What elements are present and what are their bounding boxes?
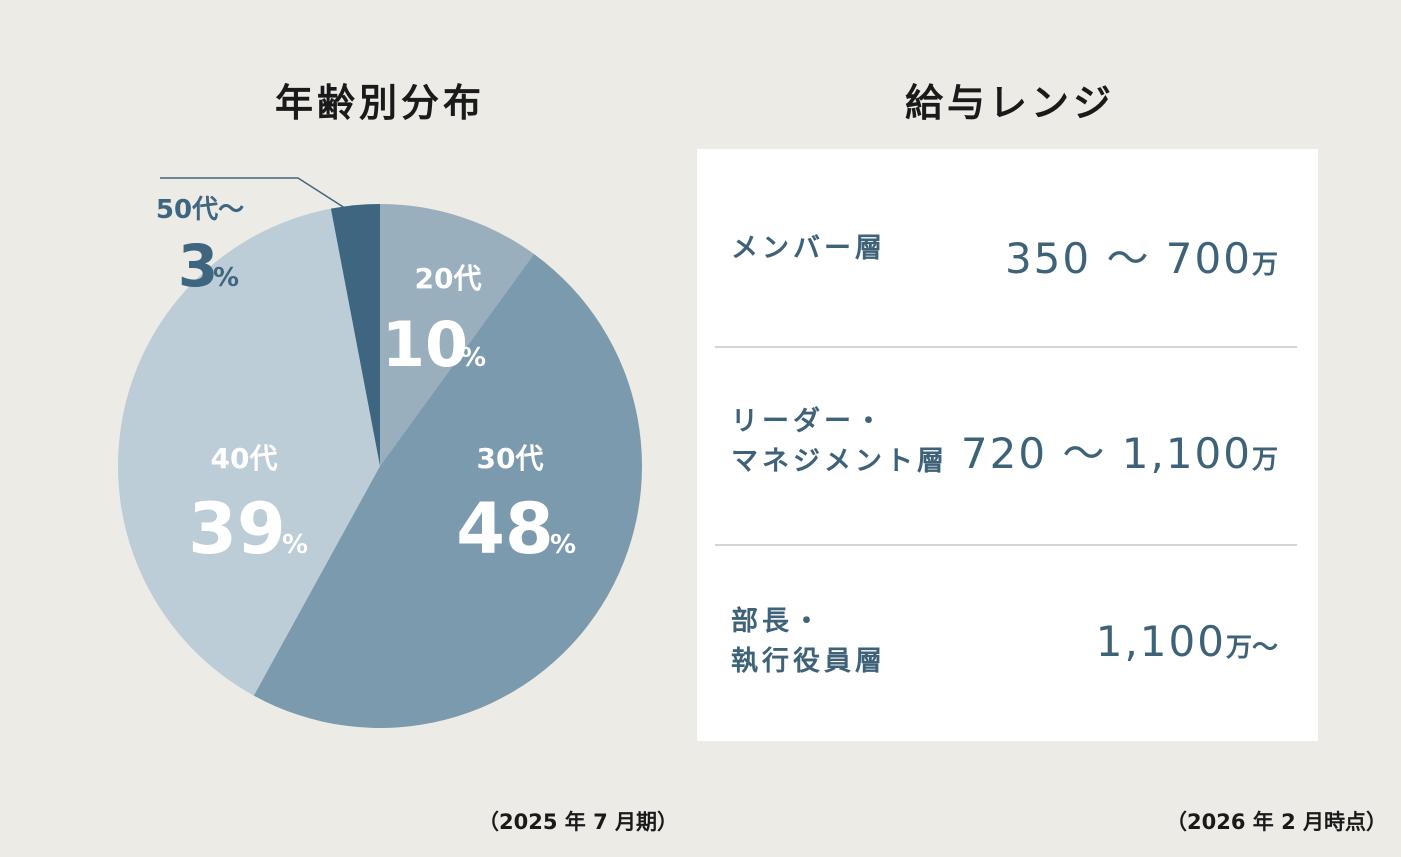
salary-range-number: 350 ～ 700 xyxy=(1004,234,1252,283)
salary-range-title: 給与レンジ xyxy=(904,81,1115,125)
slice-percent-value: 39 xyxy=(188,488,285,570)
salary-row-label: リーダー・ マネジメント層 xyxy=(731,402,948,482)
slice-percent-value: 3 xyxy=(178,232,218,300)
age-distribution-title: 年齢別分布 xyxy=(274,81,485,125)
row-divider xyxy=(715,544,1297,546)
salary-row-label-line: 部長・ xyxy=(731,606,824,637)
salary-row-value: 720 ～ 1,100万 xyxy=(961,420,1278,481)
percent-symbol: % xyxy=(460,343,486,373)
pie-slice-1 xyxy=(380,204,534,466)
salary-range-number: 1,100 xyxy=(1095,617,1226,666)
salary-unit: 万 xyxy=(1251,250,1278,280)
salary-row-label-line: メンバー層 xyxy=(731,233,886,264)
slice-category-label: 20代 xyxy=(415,262,482,295)
slice-percent-value: 48 xyxy=(456,488,553,570)
leader-line xyxy=(160,177,349,211)
slice-category-label: 30代 xyxy=(477,442,544,475)
percent-symbol: % xyxy=(282,530,308,560)
salary-row-label-line: マネジメント層 xyxy=(731,446,948,477)
salary-row-label-line: 執行役員層 xyxy=(731,646,886,677)
pie-slice-2 xyxy=(253,254,643,729)
salary-table: メンバー層 350 ～ 700万 リーダー・ マネジメント層 720 ～ 1,1… xyxy=(697,149,1318,741)
salary-row-executive: 部長・ 執行役員層 1,100万～ xyxy=(697,545,1318,741)
salary-row-label-line: リーダー・ xyxy=(731,406,886,437)
percent-symbol: % xyxy=(213,263,239,293)
salary-row-label: 部長・ 執行役員層 xyxy=(731,602,886,682)
salary-unit: 万～ xyxy=(1225,633,1278,663)
salary-row-leader-management: リーダー・ マネジメント層 720 ～ 1,100万 xyxy=(697,347,1318,545)
pie-slice-3 xyxy=(117,208,380,696)
slice-category-label: 50代～ xyxy=(156,195,244,225)
slice-percent-value: 10 xyxy=(382,308,468,381)
salary-unit: 万 xyxy=(1251,445,1278,475)
percent-symbol: % xyxy=(550,530,576,560)
salary-data-date-note: （2026 年 2 月時点） xyxy=(1166,810,1387,834)
salary-range-number: 720 ～ 1,100 xyxy=(960,429,1252,478)
salary-row-label: メンバー層 xyxy=(731,229,886,269)
salary-row-value: 1,100万～ xyxy=(1096,617,1278,666)
age-data-period-note: （2025 年 7 月期） xyxy=(478,810,678,834)
salary-row-value: 350 ～ 700万 xyxy=(1005,225,1278,286)
row-divider xyxy=(715,346,1297,348)
slice-category-label: 40代 xyxy=(211,442,278,475)
age-pie-chart: 20代 10% 30代 48% 40代 39% 50代～ 3% xyxy=(117,177,643,729)
pie-slice-4 xyxy=(330,204,380,466)
salary-row-member: メンバー層 350 ～ 700万 xyxy=(697,149,1318,347)
